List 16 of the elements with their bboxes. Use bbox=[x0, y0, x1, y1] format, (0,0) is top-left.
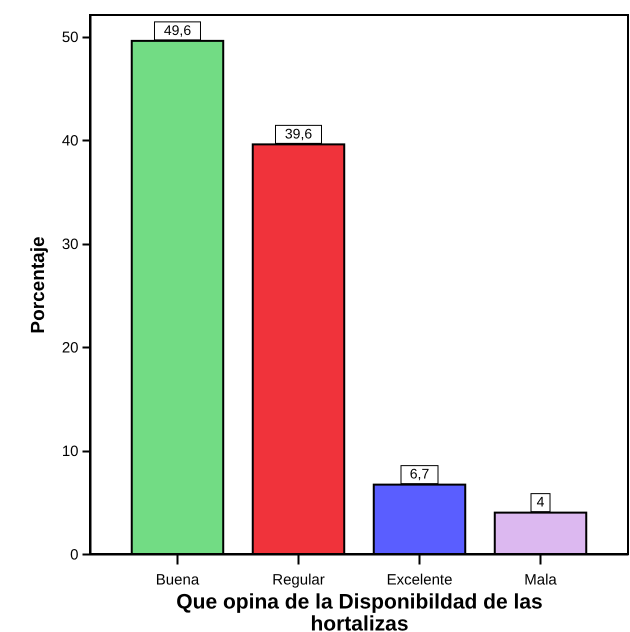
y-tick-label: 30 bbox=[62, 236, 78, 254]
y-tick-label: 0 bbox=[70, 546, 78, 564]
data-label: 49,6 bbox=[164, 22, 192, 38]
y-tick-label: 50 bbox=[62, 29, 78, 46]
x-axis-title: Que opina de la Disponibildad de las hortalizas bbox=[176, 590, 543, 632]
y-tick-label: 40 bbox=[62, 132, 78, 150]
y-tick-label: 10 bbox=[62, 443, 78, 460]
data-label: 4 bbox=[536, 494, 545, 510]
data-label: 39,6 bbox=[284, 125, 312, 142]
x-tick-label: Mala bbox=[524, 572, 558, 588]
data-label: 6,7 bbox=[410, 466, 430, 482]
x-tick-label: Buena bbox=[156, 572, 200, 588]
x-tick-label: Regular bbox=[272, 572, 325, 588]
x-tick-label: Excelente bbox=[386, 572, 452, 588]
y-tick-label: 20 bbox=[62, 340, 78, 357]
y-axis-title: Porcentaje bbox=[28, 236, 49, 334]
